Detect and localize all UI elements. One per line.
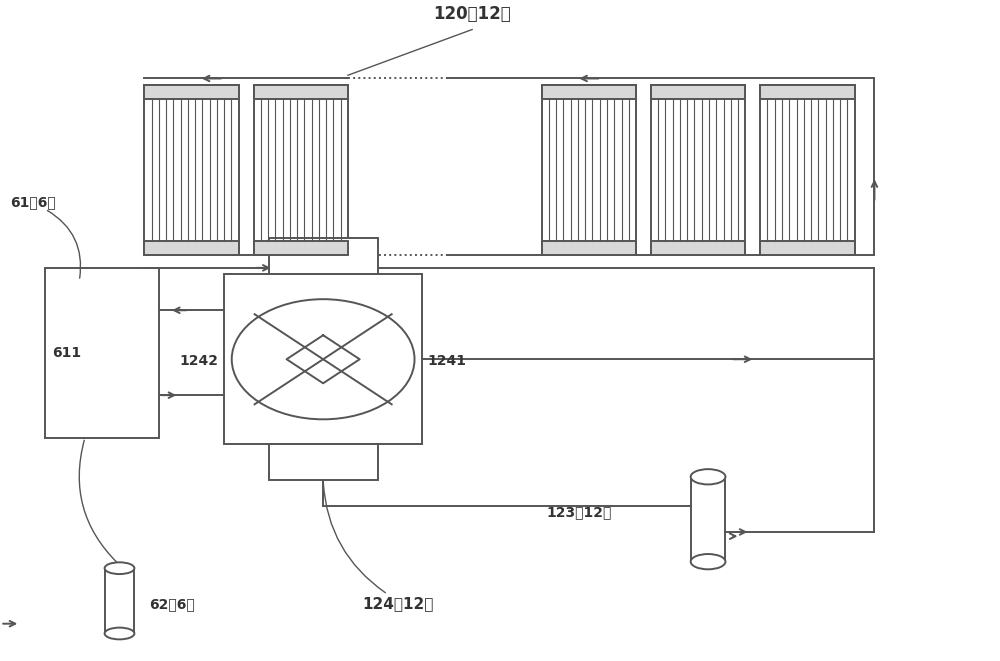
- Ellipse shape: [105, 563, 134, 574]
- Bar: [651, 85, 745, 254]
- Text: 1242: 1242: [180, 354, 219, 368]
- Bar: [760, 85, 855, 98]
- Text: 120（12）: 120（12）: [433, 5, 511, 23]
- Bar: [254, 85, 348, 254]
- Bar: [542, 85, 636, 98]
- Bar: [760, 85, 855, 254]
- Bar: [760, 241, 855, 254]
- Bar: [105, 568, 134, 633]
- Bar: [144, 241, 239, 254]
- Text: 61（6）: 61（6）: [10, 196, 56, 210]
- Ellipse shape: [691, 554, 725, 569]
- Bar: [254, 85, 348, 98]
- Bar: [542, 241, 636, 254]
- Bar: [144, 85, 239, 254]
- Bar: [254, 241, 348, 254]
- Bar: [224, 274, 422, 444]
- Text: 124（12）: 124（12）: [362, 597, 433, 611]
- Bar: [651, 241, 745, 254]
- Text: 62（6）: 62（6）: [149, 597, 195, 611]
- Text: 1241: 1241: [427, 354, 466, 368]
- Text: 611: 611: [52, 346, 81, 360]
- Bar: [542, 85, 636, 254]
- Bar: [651, 85, 745, 98]
- Bar: [45, 268, 159, 438]
- Bar: [691, 477, 725, 562]
- Bar: [269, 444, 378, 480]
- Ellipse shape: [105, 627, 134, 639]
- Text: 123（12）: 123（12）: [547, 506, 612, 520]
- Bar: [269, 239, 378, 274]
- Ellipse shape: [691, 469, 725, 485]
- Bar: [144, 85, 239, 98]
